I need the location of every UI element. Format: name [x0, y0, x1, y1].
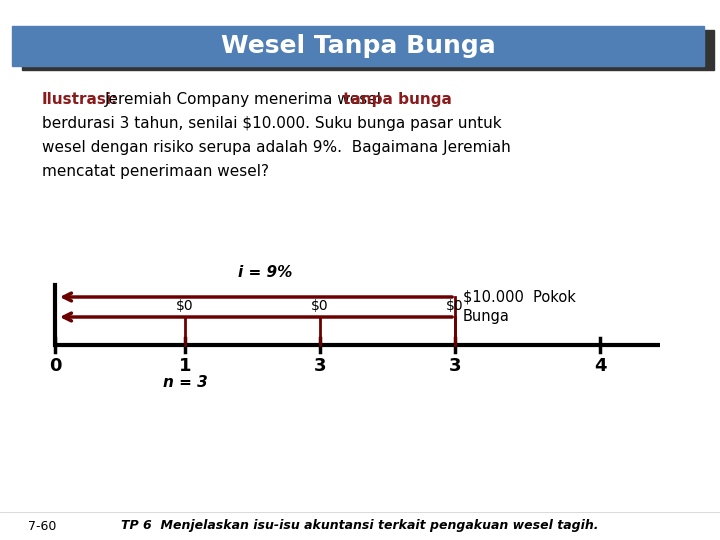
Text: $0: $0 [176, 299, 194, 313]
Text: mencatat penerimaan wesel?: mencatat penerimaan wesel? [42, 164, 269, 179]
Text: Wesel Tanpa Bunga: Wesel Tanpa Bunga [220, 34, 495, 58]
Text: tanpa bunga: tanpa bunga [343, 92, 452, 107]
Text: n = 3: n = 3 [163, 375, 207, 390]
Text: $10.000  Pokok: $10.000 Pokok [463, 289, 576, 305]
Text: i = 9%: i = 9% [238, 265, 292, 280]
Text: wesel dengan risiko serupa adalah 9%.  Bagaimana Jeremiah: wesel dengan risiko serupa adalah 9%. Ba… [42, 140, 510, 155]
Text: berdurasi 3 tahun, senilai $10.000. Suku bunga pasar untuk: berdurasi 3 tahun, senilai $10.000. Suku… [42, 116, 502, 131]
Text: 7-60: 7-60 [28, 519, 56, 532]
Text: 0: 0 [49, 357, 61, 375]
Text: $0: $0 [311, 299, 329, 313]
Text: 1: 1 [179, 357, 192, 375]
Text: Bunga: Bunga [463, 309, 510, 325]
Text: Jeremiah Company menerima wesel: Jeremiah Company menerima wesel [105, 92, 387, 107]
Text: 4: 4 [594, 357, 606, 375]
Text: TP 6  Menjelaskan isu-isu akuntansi terkait pengakuan wesel tagih.: TP 6 Menjelaskan isu-isu akuntansi terka… [121, 519, 599, 532]
Text: Ilustrasi:: Ilustrasi: [42, 92, 118, 107]
Text: $0: $0 [446, 299, 464, 313]
Bar [12, 26, 704, 66]
Text: 3: 3 [314, 357, 326, 375]
Bar [22, 30, 714, 70]
Text: 3: 3 [449, 357, 462, 375]
